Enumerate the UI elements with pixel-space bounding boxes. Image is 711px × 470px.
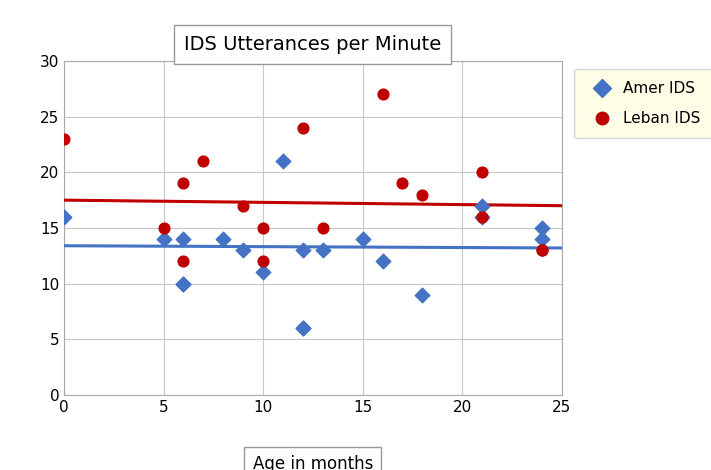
Amer IDS bbox=[476, 213, 488, 220]
Amer IDS bbox=[297, 246, 309, 254]
Amer IDS bbox=[58, 213, 70, 220]
Leban IDS bbox=[536, 246, 547, 254]
Amer IDS bbox=[178, 235, 189, 243]
Leban IDS bbox=[178, 180, 189, 187]
Leban IDS bbox=[297, 124, 309, 132]
Leban IDS bbox=[158, 224, 169, 232]
Amer IDS bbox=[277, 157, 289, 165]
Leban IDS bbox=[397, 180, 408, 187]
Leban IDS bbox=[58, 135, 70, 143]
Amer IDS bbox=[297, 324, 309, 332]
Leban IDS bbox=[476, 169, 488, 176]
Amer IDS bbox=[536, 235, 547, 243]
Leban IDS bbox=[178, 258, 189, 265]
Legend: Amer IDS, Leban IDS: Amer IDS, Leban IDS bbox=[574, 69, 711, 139]
Leban IDS bbox=[536, 246, 547, 254]
Amer IDS bbox=[476, 202, 488, 210]
Leban IDS bbox=[476, 213, 488, 220]
Leban IDS bbox=[417, 191, 428, 198]
Amer IDS bbox=[536, 224, 547, 232]
Leban IDS bbox=[377, 91, 388, 98]
Leban IDS bbox=[257, 258, 269, 265]
Amer IDS bbox=[357, 235, 368, 243]
Leban IDS bbox=[257, 224, 269, 232]
Amer IDS bbox=[317, 246, 328, 254]
Amer IDS bbox=[237, 246, 249, 254]
Leban IDS bbox=[317, 224, 328, 232]
Amer IDS bbox=[417, 291, 428, 298]
Amer IDS bbox=[257, 269, 269, 276]
Amer IDS bbox=[178, 280, 189, 287]
Amer IDS bbox=[377, 258, 388, 265]
Leban IDS bbox=[198, 157, 209, 165]
Title: IDS Utterances per Minute: IDS Utterances per Minute bbox=[184, 35, 442, 54]
Amer IDS bbox=[158, 235, 169, 243]
Amer IDS bbox=[178, 280, 189, 287]
Amer IDS bbox=[218, 235, 229, 243]
Leban IDS bbox=[237, 202, 249, 210]
Text: Age in months: Age in months bbox=[252, 455, 373, 470]
Amer IDS bbox=[297, 324, 309, 332]
